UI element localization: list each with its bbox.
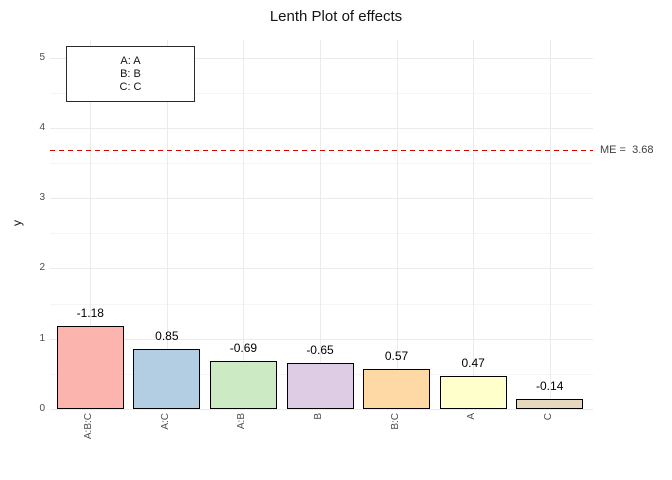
x-tick-label: A:C (159, 413, 171, 430)
gridline-vertical (90, 40, 92, 409)
gridline-major-horizontal (50, 268, 593, 270)
y-tick-label: 0 (39, 403, 45, 414)
bar-A:B (209, 360, 277, 409)
x-tick-label: A:B:C (83, 413, 95, 440)
legend-box: A: A B: B C: C (66, 46, 195, 102)
gridline-minor-horizontal (50, 163, 593, 164)
gridline-major-horizontal (50, 198, 593, 200)
gridline-minor-horizontal (50, 303, 593, 305)
gridline-vertical (320, 40, 321, 409)
x-tick-label: B:C (389, 413, 401, 430)
bar-value-label: -0.69 (229, 340, 258, 355)
chart-title: Lenth Plot of effects (269, 8, 403, 25)
margin-of-error-line (50, 150, 593, 152)
gridline-minor-horizontal (50, 92, 593, 94)
gridline-major-horizontal (50, 338, 593, 340)
y-tick-label: 3 (39, 192, 45, 204)
y-tick-label: 1 (39, 332, 45, 344)
gridline-minor-horizontal (50, 233, 593, 235)
x-tick-label: B (313, 413, 324, 420)
y-tick-label: 2 (39, 262, 45, 274)
y-axis-title: y (10, 220, 24, 226)
bar-value-label: 0.57 (384, 348, 409, 363)
gridline-vertical (396, 40, 398, 409)
gridline-major-horizontal (50, 127, 593, 129)
y-tick-label: 4 (39, 121, 45, 133)
legend-entry: A: A (120, 54, 141, 67)
gridline-vertical (473, 40, 475, 409)
bar-B:C (363, 368, 431, 409)
gridline-vertical (549, 40, 551, 409)
gridline-vertical (166, 40, 168, 409)
gridline-major-horizontal (50, 57, 593, 59)
bar-A:C (133, 349, 201, 409)
bar-A (439, 375, 507, 409)
bar-A:B:C (56, 326, 124, 409)
x-tick-label: A:B (236, 413, 248, 430)
bar-C (516, 399, 584, 409)
bar-value-label: -1.18 (76, 306, 104, 321)
bar-value-label: -0.65 (306, 343, 334, 358)
bar-B (286, 363, 354, 409)
bar-value-label: -0.14 (536, 379, 564, 394)
x-tick-label: A (466, 413, 478, 420)
bar-value-label: 0.47 (461, 355, 485, 370)
gridline-vertical (243, 40, 245, 409)
legend-entry: B: B (120, 67, 141, 80)
gridline-major-horizontal (50, 409, 593, 410)
y-tick-label: 5 (39, 51, 45, 63)
margin-of-error-label: ME = 3.68 (600, 144, 654, 156)
x-tick-label: C (542, 413, 554, 421)
bar-value-label: 0.85 (155, 329, 179, 344)
legend-entry: C: C (119, 80, 142, 93)
